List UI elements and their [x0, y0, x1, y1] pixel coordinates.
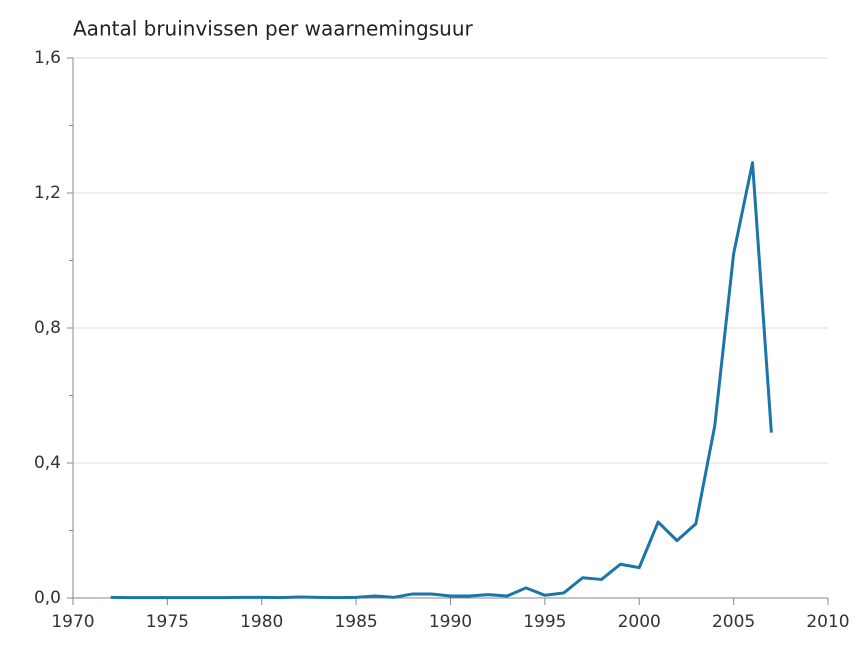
x-tick-label: 1985: [334, 612, 377, 632]
chart-title: Aantal bruinvissen per waarnemingsuur: [73, 17, 474, 41]
y-tick-label: 0,0: [34, 588, 61, 608]
x-tick-label: 1970: [51, 612, 94, 632]
y-tick-label: 1,2: [34, 183, 61, 203]
x-tick-label: 1975: [146, 612, 189, 632]
x-tick-label: 2000: [618, 612, 661, 632]
x-tick-label: 1990: [429, 612, 472, 632]
y-tick-label: 0,4: [34, 453, 61, 473]
x-tick-label: 1995: [523, 612, 566, 632]
y-tick-label: 0,8: [34, 318, 61, 338]
line: [110, 161, 773, 600]
x-tick-label: 2005: [712, 612, 755, 632]
x-tick-label: 1980: [240, 612, 283, 632]
y-tick-label: 1,6: [34, 48, 61, 68]
x-tick-label: 2010: [806, 612, 849, 632]
